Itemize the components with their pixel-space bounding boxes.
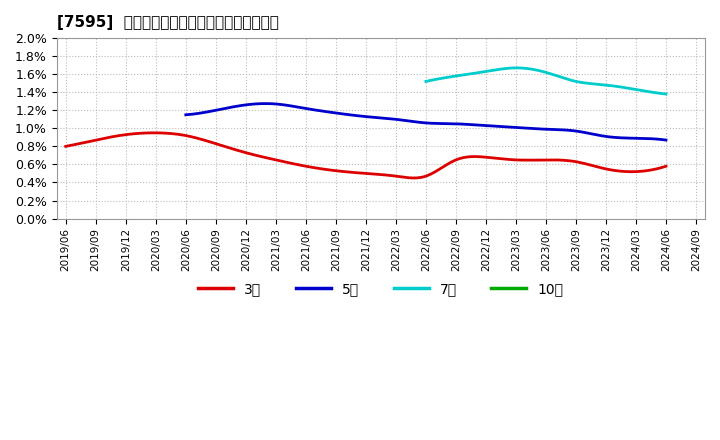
3年	[150, 130, 158, 136]
5年	[467, 122, 476, 127]
3年	[423, 173, 431, 178]
Legend: 3年, 5年, 7年, 10年: 3年, 5年, 7年, 10年	[193, 277, 569, 302]
5年	[262, 101, 271, 106]
Text: [7595]  当期純利益マージンの標準偏差の推移: [7595] 当期純利益マージンの標準偏差の推移	[57, 15, 279, 30]
5年	[588, 131, 596, 136]
5年	[181, 112, 190, 117]
5年	[183, 112, 192, 117]
Line: 3年: 3年	[66, 133, 666, 178]
3年	[420, 174, 429, 179]
7年	[422, 79, 431, 84]
7年	[570, 78, 578, 84]
3年	[61, 144, 70, 149]
5年	[469, 122, 477, 128]
3年	[63, 143, 72, 149]
3年	[662, 164, 670, 169]
7年	[423, 79, 431, 84]
7年	[564, 77, 573, 82]
5年	[618, 135, 627, 140]
7年	[513, 65, 521, 70]
Line: 7年: 7年	[426, 68, 666, 94]
3年	[433, 168, 441, 173]
7年	[565, 77, 574, 82]
3年	[609, 168, 618, 173]
7年	[662, 92, 670, 97]
3年	[409, 175, 418, 180]
5年	[477, 123, 485, 128]
7年	[625, 86, 634, 91]
7年	[640, 88, 649, 94]
5年	[662, 137, 670, 143]
Line: 5年: 5年	[186, 103, 666, 140]
3年	[572, 159, 580, 164]
